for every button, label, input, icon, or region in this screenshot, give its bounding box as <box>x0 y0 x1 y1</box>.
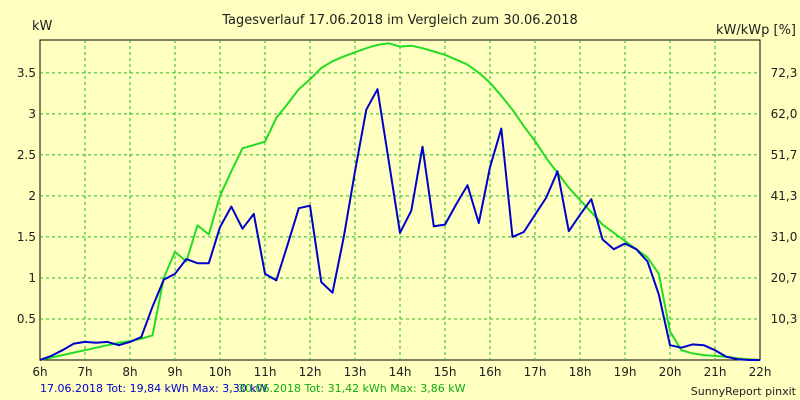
y-tick-label-right: 10,3 <box>771 312 798 326</box>
y-tick-label-right: 72,3 <box>771 66 798 80</box>
y-tick-label-right: 51,7 <box>771 148 798 162</box>
y-tick-label-right: 41,3 <box>771 189 798 203</box>
chart-title: Tagesverlauf 17.06.2018 im Vergleich zum… <box>221 13 578 28</box>
x-tick-label: 12h <box>299 365 322 379</box>
y-tick-label-right: 20,7 <box>771 271 798 285</box>
y-tick-label-left: 1.5 <box>17 230 36 244</box>
x-tick-label: 11h <box>254 365 277 379</box>
y-tick-label-left: 0.5 <box>17 312 36 326</box>
x-tick-label: 17h <box>524 365 547 379</box>
x-tick-label: 15h <box>434 365 457 379</box>
y-tick-label-left: 2 <box>28 189 36 203</box>
y-tick-label-left: 3.5 <box>17 66 36 80</box>
y-axis-left-unit: kW <box>32 19 53 34</box>
x-tick-label: 20h <box>659 365 682 379</box>
x-tick-label: 22h <box>749 365 772 379</box>
tick-labels: 6h 7h 8h 9h 10h 11h 12h 13h 14h 15h 16h 17h 18h 19h 20… <box>17 66 797 379</box>
y-tick-label-left: 2.5 <box>17 148 36 162</box>
x-tick-label: 7h <box>77 365 92 379</box>
x-tick-label: 8h <box>122 365 137 379</box>
legend-series-2: 30.06.2018 Tot: 31,42 kWh Max: 3,86 kW <box>238 382 466 395</box>
x-tick-label: 16h <box>479 365 502 379</box>
grid <box>40 40 760 360</box>
x-tick-label: 14h <box>389 365 412 379</box>
x-tick-label: 10h <box>209 365 232 379</box>
x-tick-label: 13h <box>344 365 367 379</box>
x-tick-label: 19h <box>614 365 637 379</box>
series-group <box>39 42 761 361</box>
x-tick-label: 6h <box>32 365 47 379</box>
y-tick-label-right: 31,0 <box>771 230 798 244</box>
series-line-1 <box>39 88 760 361</box>
credit-text: SunnyReport pinxit <box>691 385 797 398</box>
y-axis-right-unit: kW/kWp [%] <box>716 23 796 38</box>
x-tick-label: 21h <box>704 365 727 379</box>
x-tick-label: 18h <box>569 365 592 379</box>
y-tick-label-left: 3 <box>28 107 36 121</box>
y-tick-label-right: 62,0 <box>771 107 798 121</box>
x-tick-label: 9h <box>167 365 182 379</box>
legend-series-1: 17.06.2018 Tot: 19,84 kWh Max: 3,30 kW <box>40 382 268 395</box>
y-tick-label-left: 1 <box>28 271 36 285</box>
